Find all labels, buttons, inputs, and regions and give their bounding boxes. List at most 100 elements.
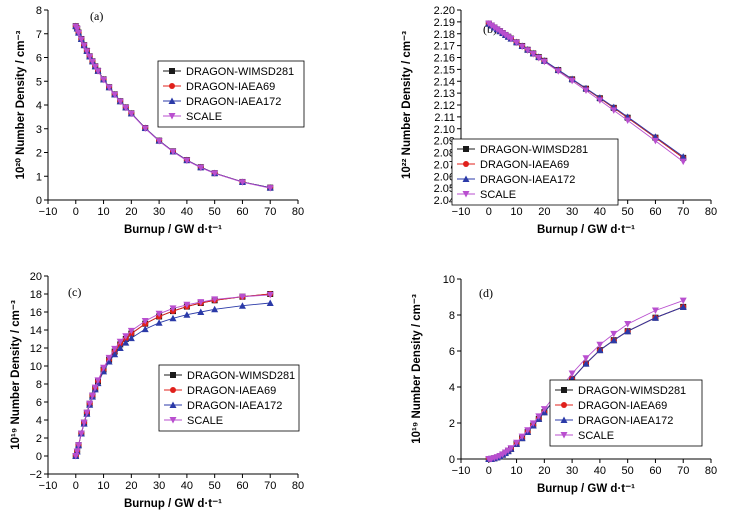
- data-point: [183, 157, 191, 165]
- legend-box: [451, 138, 619, 206]
- x-tick-label: −10: [452, 465, 471, 477]
- y-tick-label: 8: [449, 310, 455, 322]
- data-point: [582, 360, 590, 367]
- panel-label: (d): [479, 286, 493, 300]
- data-point: [77, 430, 85, 437]
- y-tick-label: 2.13: [434, 88, 455, 100]
- data-point: [86, 400, 94, 408]
- x-axis-title: Burnup / GW d·t⁻¹: [124, 498, 222, 510]
- data-point: [86, 53, 94, 61]
- x-tick-label: 40: [594, 465, 606, 477]
- data-point: [679, 153, 687, 160]
- y-tick-label: 2.17: [434, 41, 455, 53]
- data-point: [91, 384, 99, 392]
- data-point: [155, 138, 163, 145]
- data-point: [540, 406, 548, 413]
- data-point: [183, 311, 191, 318]
- data-point: [100, 76, 108, 84]
- panel-label: (a): [90, 9, 103, 23]
- y-tick-label: 12: [30, 343, 42, 355]
- data-point: [169, 314, 177, 322]
- data-point: [116, 98, 124, 106]
- y-tick-label: 0: [449, 454, 455, 466]
- data-point: [540, 58, 548, 66]
- y-tick-label: 2.12: [434, 100, 455, 112]
- y-tick-label: 8: [36, 5, 42, 17]
- data-point: [568, 77, 576, 85]
- data-point: [211, 296, 219, 303]
- data-point: [111, 91, 119, 99]
- legend-marker: [462, 191, 470, 198]
- y-tick-label: 2.15: [434, 64, 455, 76]
- legend-marker: [169, 68, 175, 74]
- series-scale: [485, 20, 687, 166]
- data-point: [141, 325, 149, 333]
- y-tick-label: 7: [36, 29, 42, 41]
- x-tick-label: 20: [538, 206, 550, 218]
- x-tick-label: 20: [538, 465, 550, 477]
- legend-box: [158, 364, 300, 432]
- data-point: [518, 433, 526, 441]
- series-scale: [72, 291, 274, 460]
- data-point: [518, 43, 526, 51]
- y-tick-label: 2.08: [434, 148, 455, 160]
- legend-marker: [169, 401, 177, 408]
- x-tick-label: 0: [486, 206, 492, 218]
- data-point: [596, 341, 604, 349]
- legend-marker: [169, 417, 177, 424]
- y-tick-label: 14: [30, 325, 42, 337]
- x-axis-title: Burnup / GW d·t⁻¹: [537, 483, 635, 495]
- x-tick-label: 20: [125, 206, 137, 218]
- legend: DRAGON-WIMSD281 DRAGON-IAEA69 DRAGON-IAEA1…: [549, 379, 703, 447]
- y-tick-label: 2.14: [434, 76, 455, 88]
- data-point: [105, 84, 113, 92]
- legend-marker: [169, 83, 175, 89]
- legend-label: SCALE: [186, 111, 222, 123]
- data-point: [266, 185, 274, 192]
- legend-label: DRAGON-IAEA69: [186, 81, 275, 93]
- legend-label: DRAGON-WIMSD281: [187, 370, 295, 382]
- x-tick-label: 40: [594, 206, 606, 218]
- y-tick-label: 4: [36, 100, 42, 112]
- data-point: [679, 303, 687, 310]
- x-tick-label: 20: [125, 480, 137, 492]
- x-tick-label: 60: [236, 206, 248, 218]
- data-point: [105, 354, 113, 362]
- legend-label: DRAGON-IAEA69: [187, 385, 276, 397]
- y-axis-title: 10¹⁹ Number Density / cm⁻³: [10, 300, 22, 450]
- data-point: [94, 68, 102, 75]
- x-tick-label: 50: [622, 465, 634, 477]
- data-point: [596, 97, 604, 104]
- data-point: [197, 164, 205, 172]
- y-tick-label: 4: [36, 415, 42, 427]
- x-tick-label: 60: [649, 465, 661, 477]
- y-tick-label: 3: [36, 124, 42, 136]
- series-scale: [72, 23, 274, 192]
- data-point: [501, 32, 509, 39]
- y-tick-label: 2.04: [434, 195, 455, 207]
- legend-marker: [168, 113, 176, 120]
- x-tick-label: 0: [486, 465, 492, 477]
- data-point: [183, 301, 191, 309]
- y-tick-label: 2.06: [434, 171, 455, 183]
- data-point: [529, 51, 537, 58]
- data-point: [169, 305, 177, 312]
- y-tick-label: 2.09: [434, 136, 455, 148]
- y-tick-label: 2.11: [434, 112, 455, 124]
- y-tick-label: 2: [36, 148, 42, 160]
- data-point: [488, 22, 496, 30]
- data-point: [266, 291, 274, 299]
- data-point: [111, 345, 119, 353]
- data-point: [238, 293, 246, 301]
- data-point: [582, 87, 590, 95]
- legend-marker: [463, 146, 469, 152]
- data-point: [91, 63, 99, 71]
- data-point: [496, 28, 504, 35]
- x-axis-title: Burnup / GW d·t⁻¹: [124, 224, 222, 236]
- data-point: [111, 350, 119, 358]
- legend-marker: [560, 416, 568, 423]
- x-tick-label: 70: [677, 206, 689, 218]
- data-point: [529, 420, 537, 427]
